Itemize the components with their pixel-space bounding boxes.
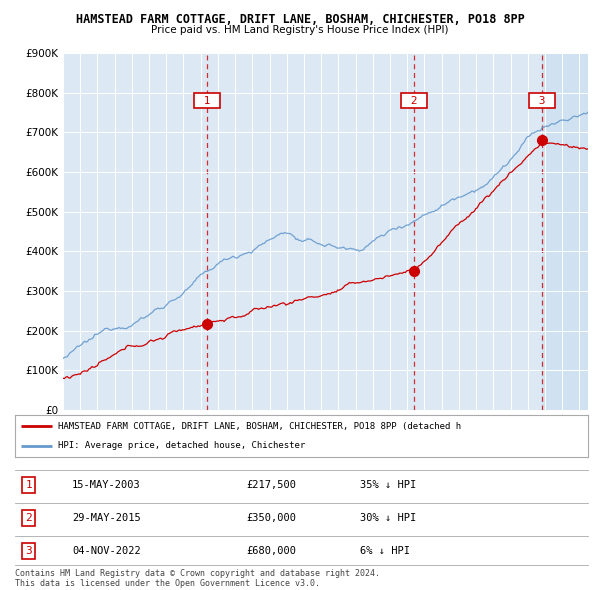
Text: 1: 1 [25,480,32,490]
Text: 04-NOV-2022: 04-NOV-2022 [72,546,141,556]
Text: HAMSTEAD FARM COTTAGE, DRIFT LANE, BOSHAM, CHICHESTER, PO18 8PP: HAMSTEAD FARM COTTAGE, DRIFT LANE, BOSHA… [76,13,524,26]
Text: 3: 3 [25,546,32,556]
Text: Price paid vs. HM Land Registry's House Price Index (HPI): Price paid vs. HM Land Registry's House … [151,25,449,35]
Text: £680,000: £680,000 [246,546,296,556]
Text: HPI: Average price, detached house, Chichester: HPI: Average price, detached house, Chic… [58,441,305,450]
Text: 3: 3 [532,96,553,106]
Text: 2: 2 [404,96,424,106]
Text: 6% ↓ HPI: 6% ↓ HPI [360,546,410,556]
Text: £350,000: £350,000 [246,513,296,523]
Text: Contains HM Land Registry data © Crown copyright and database right 2024.
This d: Contains HM Land Registry data © Crown c… [15,569,380,588]
Text: 2: 2 [25,513,32,523]
Bar [542,53,588,410]
Text: £217,500: £217,500 [246,480,296,490]
Text: 30% ↓ HPI: 30% ↓ HPI [360,513,416,523]
Text: 1: 1 [197,96,217,106]
Text: HAMSTEAD FARM COTTAGE, DRIFT LANE, BOSHAM, CHICHESTER, PO18 8PP (detached h: HAMSTEAD FARM COTTAGE, DRIFT LANE, BOSHA… [58,422,461,431]
Text: 29-MAY-2015: 29-MAY-2015 [72,513,141,523]
Text: 15-MAY-2003: 15-MAY-2003 [72,480,141,490]
Text: 35% ↓ HPI: 35% ↓ HPI [360,480,416,490]
